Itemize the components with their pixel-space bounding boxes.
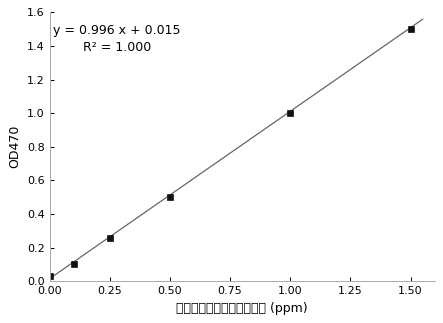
Point [166, 195, 173, 200]
Point [106, 235, 113, 240]
Point [287, 110, 294, 116]
Point [70, 262, 77, 267]
Text: y = 0.996 x + 0.015
R² = 1.000: y = 0.996 x + 0.015 R² = 1.000 [53, 24, 181, 54]
Point [46, 274, 53, 279]
Point [407, 26, 414, 32]
Y-axis label: OD470: OD470 [8, 125, 21, 169]
X-axis label: 反応液中のヒスタミン濃度 (ppm): 反応液中のヒスタミン濃度 (ppm) [176, 302, 308, 315]
